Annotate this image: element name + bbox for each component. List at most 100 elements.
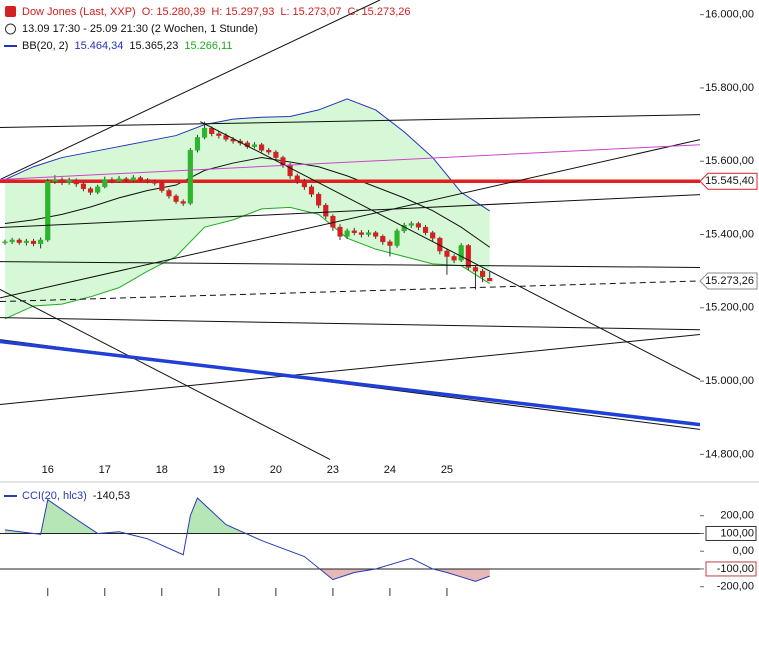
candle-body [180, 201, 186, 204]
candle-body [465, 245, 471, 268]
candle-body [9, 239, 15, 243]
candle-body [130, 177, 136, 181]
trend-line [0, 280, 700, 303]
candle-body [59, 179, 65, 183]
price-marker-label: 15.545,40 [705, 175, 754, 187]
bb-value: 15.365,23 [129, 40, 178, 52]
price-panel: 16 17 18 19 20 23 24 25 [0, 0, 700, 476]
trend-line [0, 114, 700, 129]
cci-fill-above [4, 497, 246, 534]
candle-body [73, 180, 79, 185]
y-tick-label: 0,00 [733, 545, 754, 557]
candle-body [209, 127, 215, 134]
candle-body [87, 188, 94, 193]
ohlc-value: L: 15.273,07 [280, 6, 341, 18]
trend-line [0, 144, 700, 181]
trend-line [200, 121, 700, 381]
legend: Dow Jones (Last, XXP) O: 15.280,39 H: 15.2… [4, 6, 411, 502]
trend-line [0, 139, 700, 299]
bb-value: 15.464,34 [74, 40, 123, 52]
candle-body [45, 181, 51, 241]
candle-body [480, 270, 486, 277]
y-tick-label: -200,00 [717, 581, 754, 593]
trend-line [0, 289, 331, 460]
candle-body [152, 181, 158, 184]
candle-body [358, 232, 364, 235]
trend-line [0, 339, 700, 427]
x-tick-label: 18 [156, 464, 168, 476]
y-tick-label: 15.400,00 [705, 228, 754, 240]
candle-body [173, 195, 179, 202]
band-line [4, 206, 490, 320]
candle-body [137, 177, 143, 180]
candle-body [472, 267, 479, 272]
trend-line [0, 261, 700, 268]
candle-body [116, 178, 122, 182]
candle-body [251, 144, 258, 147]
series-icon [5, 6, 16, 17]
candle-body [330, 215, 336, 228]
price-legend: Dow Jones (Last, XXP) O: 15.280,39 H: 15.2… [22, 6, 411, 18]
ohlc-value: C: 15.273,26 [348, 6, 411, 18]
candle-body [365, 232, 372, 235]
candle-body [451, 256, 457, 261]
candle-body [373, 232, 379, 237]
ohlc-value: O: 15.280,39 [142, 6, 206, 18]
cci-panel [0, 497, 700, 582]
y-tick-label: 100,00 [720, 527, 754, 539]
candle-body [458, 245, 464, 261]
y-tick-label: 15.600,00 [705, 155, 754, 167]
candle-body [394, 230, 400, 246]
candle-body [308, 186, 315, 195]
band-fill [4, 98, 490, 319]
band-line [4, 157, 491, 248]
candle-body [273, 151, 279, 158]
trend-line [0, 0, 381, 180]
level-box [705, 561, 757, 577]
candle-body [337, 226, 343, 237]
y-tick-label: 15.200,00 [705, 302, 754, 314]
candle-body [144, 179, 151, 182]
cci-legend: CCI(20, hlc3) -140,53 [22, 490, 130, 502]
candle-body [444, 250, 450, 257]
candle-body [30, 240, 37, 244]
candle-body [430, 232, 436, 239]
candle-body [216, 133, 222, 136]
candle-body [294, 175, 300, 182]
candle-body [102, 179, 108, 188]
candle-body [408, 223, 414, 226]
x-tick-label: 19 [213, 464, 225, 476]
candle-body [323, 204, 329, 217]
candle-body [387, 241, 393, 246]
y-tick-label: 200,00 [720, 510, 754, 522]
trend-line [0, 194, 700, 229]
candle-body [344, 230, 350, 237]
x-tick-label: 16 [42, 464, 54, 476]
y-tick-label: -100,00 [717, 563, 754, 575]
trend-line [0, 334, 700, 406]
cci-value: -140,53 [93, 490, 130, 502]
bb-legend: BB(20, 2) 15.464,34 15.365,23 15.266,11 [22, 40, 232, 52]
candle-body [52, 179, 58, 182]
trend-line [0, 317, 700, 331]
legend-title: Dow Jones (Last, XXP) [22, 6, 136, 18]
candle-body [415, 223, 421, 228]
candle-body [301, 181, 307, 188]
band-line [4, 98, 490, 212]
candle-body [487, 278, 493, 282]
cci-name: CCI(20, hlc3) [22, 490, 87, 502]
candle-body [166, 190, 172, 197]
x-tick-label: 24 [384, 464, 396, 476]
candle-body [422, 226, 429, 233]
candle-body [316, 193, 322, 206]
candle-body [287, 164, 293, 177]
bb-value: 15.266,11 [184, 40, 232, 52]
cci-fill-below [4, 568, 490, 582]
y-tick-label: 15.000,00 [705, 375, 754, 387]
candle-body [259, 144, 265, 151]
candle-body [38, 239, 44, 244]
price-marker-label: 15.273,26 [705, 275, 754, 287]
clock-icon [5, 23, 16, 35]
